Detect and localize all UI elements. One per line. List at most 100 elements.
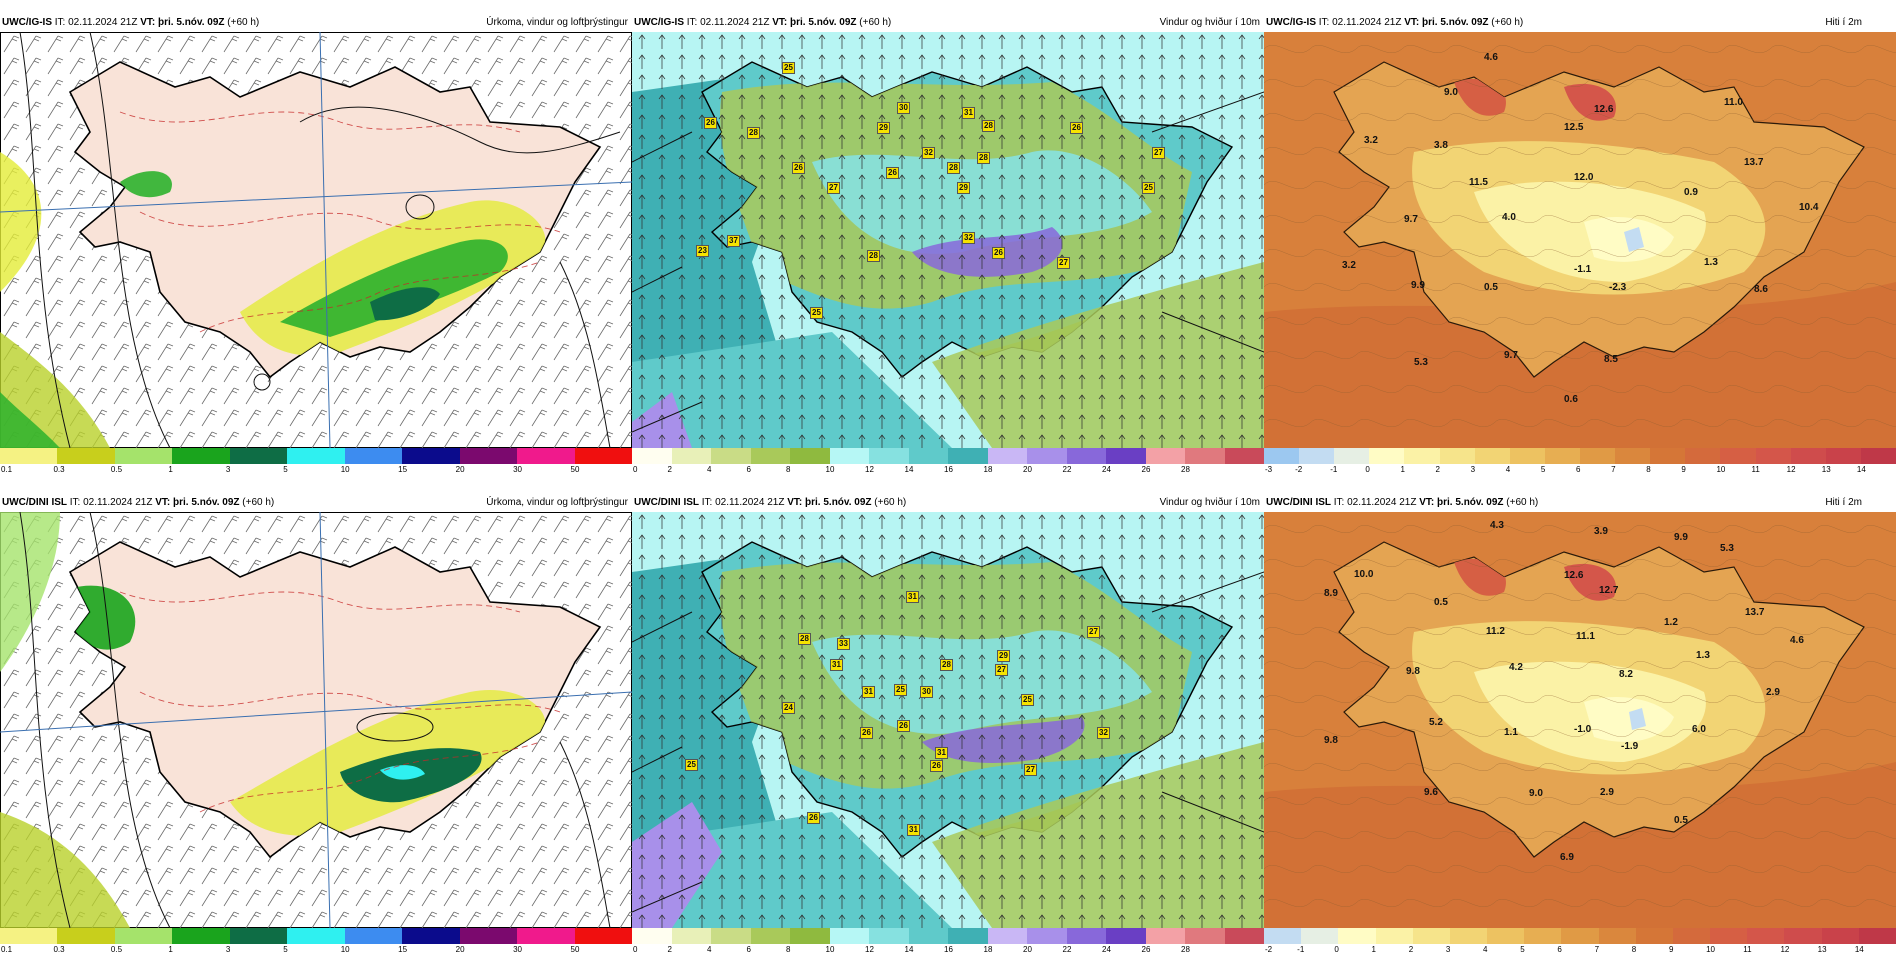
scale-swatch [1615, 448, 1651, 464]
temperature-label: 12.7 [1599, 585, 1619, 596]
scale-swatch [1685, 448, 1721, 464]
temperature-label: 8.2 [1619, 669, 1633, 680]
scale-swatch [1524, 928, 1562, 944]
scale-swatch [1598, 928, 1637, 944]
scale-tick-label: 0.3 [53, 465, 65, 474]
scale-swatch [1264, 448, 1300, 464]
panel-title: Hiti í 2m [1825, 17, 1862, 28]
wind-color-scale: 0 2 4 6 8 10 12 14 16 18 20 22 24 26 28 [632, 928, 1265, 956]
scale-swatch [1439, 448, 1476, 464]
scale-swatch [1027, 448, 1067, 464]
scale-tick-label: 2 [1435, 465, 1440, 474]
panel-title: Úrkoma, vindur og loftþrýstingur [486, 17, 628, 28]
scale-tick-label: 12 [865, 465, 874, 474]
gust-value-label: 27 [1152, 147, 1165, 159]
gust-value-label: 31 [935, 747, 948, 759]
panel-header: UWC/DINI ISL IT: 02.11.2024 21Z VT: þri.… [0, 494, 632, 512]
scale-swatch [344, 928, 403, 944]
scale-swatch [711, 448, 751, 464]
gust-value-label: 23 [696, 245, 709, 257]
gust-value-label: 27 [1087, 626, 1100, 638]
temperature-label: -1.1 [1574, 264, 1592, 275]
scale-tick-label: 22 [1062, 465, 1072, 474]
scale-swatch [114, 928, 173, 944]
wind-map-svg [632, 512, 1264, 928]
scale-swatch [1299, 448, 1335, 464]
scale-tick-label: 8 [1646, 465, 1651, 474]
temperature-label: 0.6 [1564, 394, 1578, 405]
scale-swatch [57, 928, 116, 944]
scale-swatch [0, 928, 58, 944]
temperature-label: 9.7 [1504, 350, 1518, 361]
temperature-label: 9.9 [1411, 280, 1425, 291]
scale-swatch [459, 448, 518, 464]
scale-swatch [869, 928, 909, 944]
scale-tick-label: 7 [1611, 465, 1616, 474]
gust-value-label: 25 [685, 759, 698, 771]
scale-swatch [1106, 928, 1146, 944]
scale-swatch [1710, 928, 1748, 944]
gust-value-label: 26 [1070, 122, 1083, 134]
scale-tick-label: 24 [1102, 465, 1111, 474]
scale-swatch [1301, 928, 1339, 944]
scale-swatch [1720, 448, 1757, 464]
scale-swatch [1561, 928, 1600, 944]
scale-swatch [711, 928, 751, 944]
gust-value-label: 37 [727, 235, 740, 247]
scale-tick-label: 6 [746, 465, 751, 474]
gust-value-label: 25 [894, 684, 907, 696]
scale-swatch [1224, 448, 1265, 464]
scale-tick-label: 3 [225, 465, 231, 474]
temperature-label: 9.9 [1674, 532, 1688, 543]
temperature-label: 12.0 [1574, 172, 1594, 183]
temperature-label: 0.5 [1674, 815, 1688, 826]
panel-title: Hiti í 2m [1825, 497, 1862, 508]
scale-swatch [1790, 448, 1827, 464]
scale-swatch [750, 448, 791, 464]
temperature-label: 12.6 [1564, 570, 1584, 581]
model-name: UWC/IG-IS [2, 17, 52, 28]
temperature-label: 3.8 [1434, 140, 1448, 151]
scale-swatch [1145, 928, 1186, 944]
scale-swatch [459, 928, 518, 944]
temperature-label: 12.6 [1594, 104, 1614, 115]
scale-tick-label: 1 [168, 465, 173, 474]
gust-value-label: 32 [922, 147, 935, 159]
scale-swatch [987, 928, 1028, 944]
gust-value-label: 28 [977, 152, 990, 164]
panel-header: UWC/IG-IS IT: 02.11.2024 21Z VT: þri. 5.… [1264, 14, 1900, 32]
wind-panel-ig: UWC/IG-IS IT: 02.11.2024 21Z VT: þri. 5.… [632, 14, 1265, 474]
scale-swatch [1224, 928, 1265, 944]
gust-value-label: 27 [995, 664, 1008, 676]
wind-color-scale: 0 2 4 6 8 10 12 14 16 18 20 22 24 26 28 [632, 448, 1265, 476]
scale-swatch [1672, 928, 1711, 944]
scale-swatch [948, 448, 988, 464]
scale-swatch [1755, 448, 1792, 464]
temperature-label: 12.5 [1564, 122, 1584, 133]
temperature-label: 11.0 [1724, 97, 1743, 108]
gust-value-label: 26 [930, 760, 943, 772]
scale-swatch [1784, 928, 1823, 944]
scale-tick-label: 50 [570, 465, 580, 474]
scale-swatch [1066, 928, 1107, 944]
temperature-label: 11.1 [1576, 631, 1595, 642]
temperature-label: 0.5 [1434, 597, 1448, 608]
temperature-label: 11.2 [1486, 626, 1505, 637]
temperature-label: 4.3 [1490, 520, 1504, 531]
precip-panel-ig: UWC/IG-IS IT: 02.11.2024 21Z VT: þri. 5.… [0, 14, 633, 474]
gust-value-label: 30 [920, 686, 933, 698]
scale-swatch [671, 448, 712, 464]
scale-swatch [1145, 448, 1186, 464]
gust-value-label: 31 [862, 686, 875, 698]
temperature-label: 3.2 [1364, 135, 1378, 146]
scale-tick-label: 12 [1786, 465, 1796, 474]
panel-title: Vindur og hviður í 10m [1159, 17, 1260, 28]
temperature-label: 10.0 [1354, 569, 1374, 580]
scale-tick-label: 10 [825, 465, 835, 474]
panel-header: UWC/DINI ISL IT: 02.11.2024 21Z VT: þri.… [1264, 494, 1900, 512]
scale-tick-label: 18 [983, 465, 993, 474]
precip-color-scale: 0.1 0.3 0.5 1 3 5 10 15 20 30 50 [0, 928, 633, 956]
temp-map: 4.6 9.0 3.2 3.8 12.5 12.6 11.0 13.7 10.4 11.5 12.0… [1264, 32, 1896, 448]
gust-value-label: 24 [782, 702, 795, 714]
panel-header: UWC/IG-IS IT: 02.11.2024 21Z VT: þri. 5.… [0, 14, 632, 32]
